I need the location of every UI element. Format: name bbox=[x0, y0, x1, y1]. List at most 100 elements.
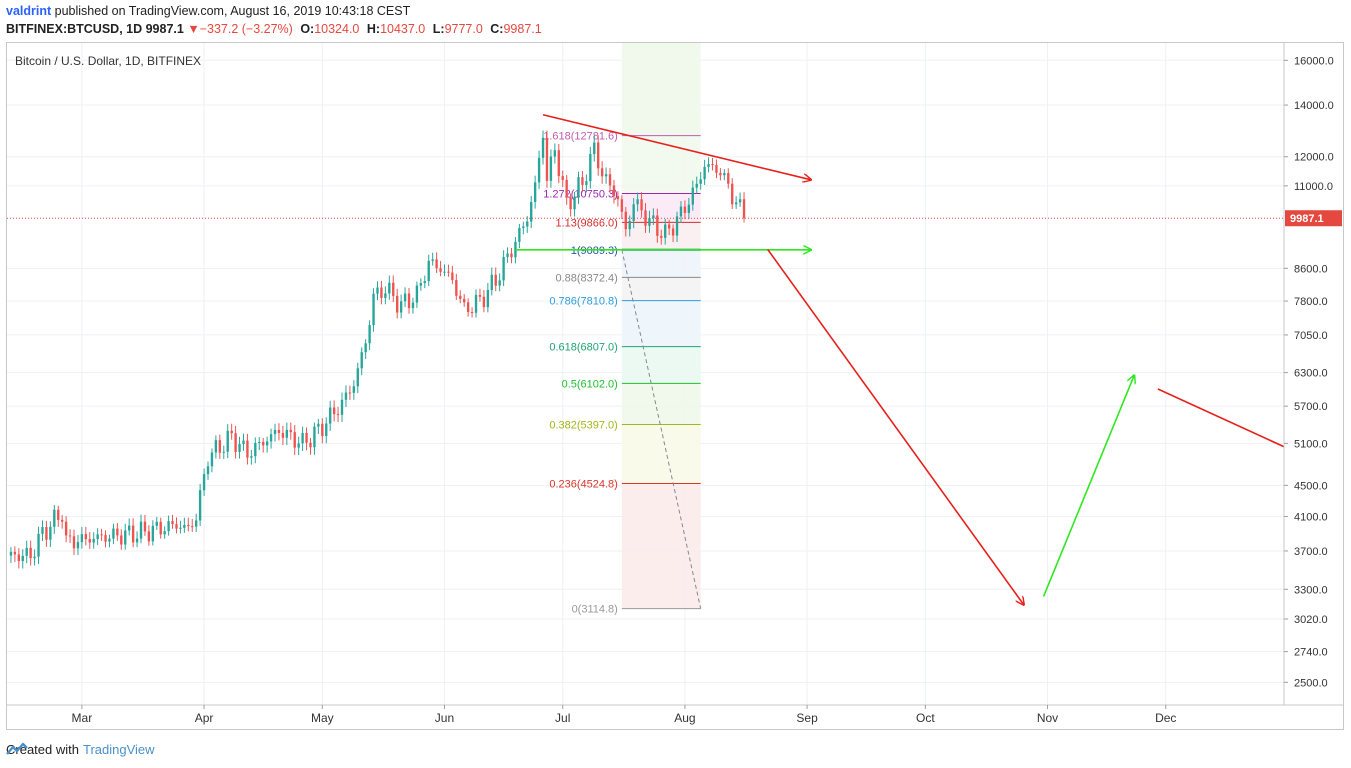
chart-frame[interactable]: 1.618(12781.6) 1.272(10750.3) 1.13(9866.0)… bbox=[6, 42, 1344, 730]
candle-body bbox=[624, 211, 627, 230]
candle-body bbox=[738, 199, 742, 203]
candle-body bbox=[687, 204, 691, 213]
projection-red bbox=[767, 248, 1024, 604]
candle-body bbox=[124, 530, 127, 545]
candle-body bbox=[731, 183, 734, 205]
candle-body bbox=[557, 150, 560, 177]
fib-level-label: 1(9089.3) bbox=[571, 245, 618, 257]
candle-body bbox=[53, 509, 56, 527]
candle-body bbox=[198, 490, 202, 521]
candle-body bbox=[321, 423, 324, 436]
candle-body bbox=[116, 528, 119, 536]
fib-band bbox=[621, 300, 701, 347]
candle-body bbox=[667, 224, 671, 229]
candle-body bbox=[313, 426, 316, 448]
candle-body bbox=[612, 185, 616, 197]
candle-body bbox=[108, 538, 111, 542]
candle-body bbox=[384, 293, 387, 298]
candle-body bbox=[364, 343, 367, 353]
candle-body bbox=[533, 182, 537, 203]
fib-level-label: 0.786(7810.8) bbox=[549, 296, 618, 308]
candle-body bbox=[407, 293, 411, 309]
candle-body bbox=[104, 535, 107, 542]
candle-body bbox=[246, 440, 249, 458]
candle-body bbox=[269, 434, 273, 442]
candle-body bbox=[734, 202, 738, 205]
candle-body bbox=[573, 196, 576, 210]
candle-body bbox=[76, 542, 80, 549]
price-tick-label: 5100.0 bbox=[1294, 438, 1328, 450]
candle-body bbox=[57, 509, 60, 520]
candle-body bbox=[577, 177, 580, 197]
candle-body bbox=[463, 298, 466, 303]
price-chart[interactable]: 1.618(12781.6) 1.272(10750.3) 1.13(9866.0)… bbox=[7, 43, 1343, 729]
price-tick-label: 16000.0 bbox=[1294, 55, 1334, 67]
candle-body bbox=[502, 256, 505, 281]
candle-body bbox=[553, 150, 557, 157]
time-tick-label: Jun bbox=[435, 711, 454, 725]
time-tick-label: Dec bbox=[1155, 711, 1176, 725]
candle-body bbox=[356, 368, 359, 387]
candle-body bbox=[309, 442, 312, 448]
candle-body bbox=[411, 302, 415, 309]
candle-body bbox=[427, 260, 430, 282]
candle-body bbox=[191, 526, 194, 528]
candle-body bbox=[352, 386, 356, 393]
candle-body bbox=[664, 224, 667, 238]
candle-body bbox=[277, 429, 281, 434]
fib-band bbox=[621, 277, 701, 301]
last-price-badge-label: 9987.1 bbox=[1290, 213, 1324, 225]
author-link[interactable]: valdrint bbox=[6, 4, 52, 18]
fib-level-label: 0.382(5397.0) bbox=[549, 419, 618, 431]
candle-body bbox=[545, 137, 549, 181]
candle-body bbox=[707, 164, 710, 167]
candle-body bbox=[585, 181, 588, 185]
candle-body bbox=[423, 281, 426, 284]
fib-level-label: 1.13(9866.0) bbox=[555, 217, 617, 229]
price-tick-label: 5700.0 bbox=[1294, 401, 1328, 413]
candle-body bbox=[84, 534, 88, 540]
candle-body bbox=[258, 441, 261, 443]
projection-red bbox=[1157, 388, 1285, 448]
candle-body bbox=[451, 272, 454, 281]
fib-level-label: 0(3114.8) bbox=[572, 604, 618, 616]
price-tick-label: 11000.0 bbox=[1294, 181, 1333, 193]
candle-body bbox=[376, 287, 379, 294]
candle-body bbox=[179, 527, 182, 529]
candle-body bbox=[210, 452, 214, 467]
candle-body bbox=[691, 187, 694, 205]
candle-body bbox=[329, 407, 332, 424]
candle-body bbox=[360, 352, 363, 369]
candle-body bbox=[41, 527, 44, 534]
fib-band bbox=[621, 43, 701, 136]
candle-body bbox=[632, 204, 635, 221]
chart-title: Bitcoin / U.S. Dollar, 1D, BITFINEX bbox=[15, 54, 201, 68]
fib-band bbox=[621, 483, 701, 609]
price-tick-label: 3300.0 bbox=[1294, 584, 1328, 596]
price-tick-label: 4500.0 bbox=[1294, 480, 1328, 492]
trendline-red bbox=[542, 113, 811, 180]
candle-body bbox=[206, 466, 210, 475]
candle-body bbox=[396, 295, 399, 313]
candle-body bbox=[151, 525, 155, 542]
tradingview-brand-link[interactable]: TradingView bbox=[82, 742, 155, 757]
candle-body bbox=[636, 199, 639, 205]
candle-body bbox=[336, 414, 340, 416]
last-price-badge bbox=[1285, 210, 1342, 227]
candle-body bbox=[325, 423, 328, 436]
candle-body bbox=[340, 399, 344, 415]
candle-body bbox=[415, 285, 419, 303]
candle-body bbox=[175, 524, 178, 529]
candle-body bbox=[96, 534, 99, 539]
close-label: C: bbox=[490, 22, 504, 36]
candle-body bbox=[711, 164, 714, 166]
candle-body bbox=[13, 551, 17, 555]
fib-band bbox=[621, 249, 701, 278]
candle-body bbox=[581, 177, 584, 185]
price-tick-label: 14000.0 bbox=[1294, 100, 1334, 112]
candle-body bbox=[671, 228, 675, 236]
candle-body bbox=[392, 282, 395, 296]
time-tick-label: Sep bbox=[796, 711, 818, 725]
candle-body bbox=[604, 174, 608, 177]
candle-body bbox=[64, 521, 68, 536]
